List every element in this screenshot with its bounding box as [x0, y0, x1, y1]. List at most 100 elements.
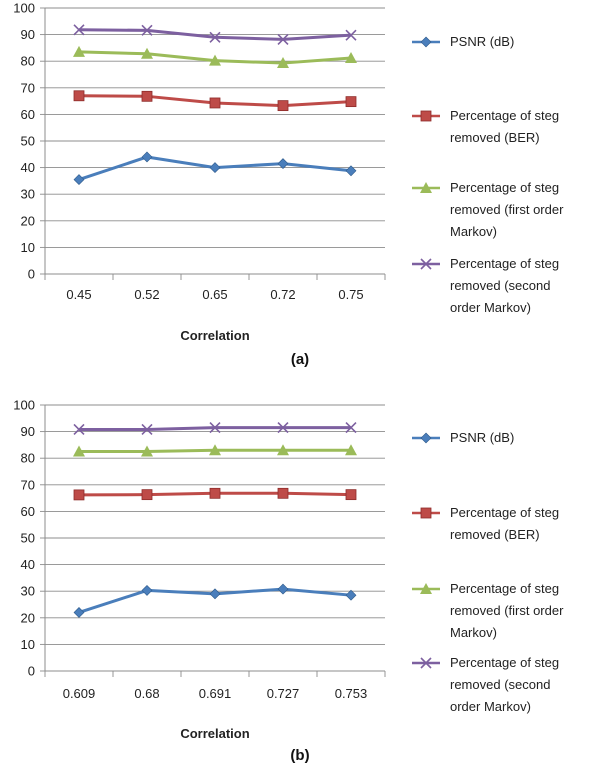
legend-item: Percentage of steg removed (first order Ma…: [412, 180, 564, 239]
gridlines: [40, 7, 385, 275]
data-point: [277, 158, 289, 170]
x-tick-label: 0.52: [134, 287, 159, 302]
data-point: [141, 584, 153, 596]
data-point: [209, 54, 221, 66]
data-point: [141, 151, 153, 163]
chart-a-svg: 0 10 20 30 40 50 60 70 80 90 100 0.45 0.52 0.65 0.72 0.…: [13, 1, 564, 369]
series-4: [73, 24, 357, 45]
x-tick-label: 0.65: [202, 287, 227, 302]
y-tick-label: 30: [21, 584, 35, 599]
legend-label: Percentage of steg: [450, 180, 559, 195]
data-point: [73, 24, 85, 36]
series-1: [73, 151, 357, 185]
y-tick-label: 60: [21, 504, 35, 519]
data-point: [209, 487, 221, 499]
y-tick-label: 40: [21, 557, 35, 572]
y-tick-label: 20: [21, 610, 35, 625]
series-2: [73, 90, 357, 112]
x-axis-title: Correlation: [180, 328, 249, 343]
legend-swatch-marker: [420, 110, 432, 122]
legend-label: removed (first order: [450, 202, 564, 217]
y-tick-label: 90: [21, 424, 35, 439]
data-point: [345, 444, 357, 456]
data-point: [73, 445, 85, 457]
x-tick-label: 0.72: [270, 287, 295, 302]
x-tick-label: 0.753: [335, 686, 368, 701]
legend-label: removed (first order: [450, 603, 564, 618]
legend-label: removed (BER): [450, 527, 540, 542]
legend-label: Percentage of steg: [450, 505, 559, 520]
panel-label: (a): [291, 351, 309, 368]
panel-label: (b): [290, 747, 309, 764]
chart-panel-b: 0 10 20 30 40 50 60 70 80 90 100 0.609 0.68 0.691 0.72…: [0, 385, 600, 770]
legend-label: Percentage of steg: [450, 256, 559, 271]
data-point: [73, 489, 85, 501]
data-point: [141, 423, 153, 436]
legend-label: removed (BER): [450, 130, 540, 145]
legend-item: Percentage of steg removed (second order M…: [412, 655, 559, 714]
legend-item: Percentage of steg removed (second order M…: [412, 256, 559, 315]
y-tick-label: 20: [21, 213, 35, 228]
data-point: [73, 423, 85, 436]
series-3: [73, 444, 357, 457]
data-point: [73, 90, 85, 102]
legend-label: Markov): [450, 224, 497, 239]
y-tick-label: 70: [21, 80, 35, 95]
legend-item: Percentage of steg removed (BER): [412, 505, 559, 542]
data-point: [73, 45, 85, 57]
x-tick-label: 0.727: [267, 686, 300, 701]
legend-label: removed (second: [450, 677, 550, 692]
data-point: [209, 422, 221, 434]
series-3: [73, 45, 357, 69]
legend-label: removed (second: [450, 278, 550, 293]
legend-swatch-marker: [420, 182, 432, 193]
legend-swatch-marker: [420, 258, 432, 270]
data-point: [277, 444, 289, 456]
chart-b-svg: 0 10 20 30 40 50 60 70 80 90 100 0.609 0.68 0.691 0.72…: [13, 398, 564, 765]
x-tick-label: 0.691: [199, 686, 232, 701]
data-point: [209, 97, 221, 109]
legend-item: Percentage of steg removed (first order Ma…: [412, 581, 564, 640]
x-tick-label: 0.45: [66, 287, 91, 302]
y-tick-label: 10: [21, 637, 35, 652]
legend-label: PSNR (dB): [450, 430, 514, 445]
y-tick-label: 50: [21, 134, 35, 149]
legend: PSNR (dB) Percentage of steg removed (BER)…: [412, 34, 564, 315]
y-tick-label: 80: [21, 451, 35, 466]
y-tick-label: 50: [21, 531, 35, 546]
legend-label: Percentage of steg: [450, 581, 559, 596]
y-tick-label: 0: [28, 267, 35, 282]
legend-label: Percentage of steg: [450, 655, 559, 670]
series-2: [73, 487, 357, 501]
legend-swatch-marker: [420, 583, 432, 594]
y-tick-label: 60: [21, 107, 35, 122]
y-tick-label: 0: [28, 664, 35, 679]
data-point: [209, 588, 221, 600]
y-tick-label: 100: [13, 1, 35, 16]
data-point: [345, 422, 357, 434]
x-tick-label: 0.75: [338, 287, 363, 302]
data-point: [141, 489, 153, 501]
legend-swatch-marker: [420, 36, 432, 48]
data-point: [345, 96, 357, 108]
data-point: [73, 607, 85, 618]
legend-label: PSNR (dB): [450, 34, 514, 49]
legend-swatch-marker: [420, 507, 432, 519]
legend-label: order Markov): [450, 300, 531, 315]
series-4: [73, 422, 357, 436]
data-point: [345, 589, 357, 601]
legend-label: order Markov): [450, 699, 531, 714]
y-tick-label: 90: [21, 27, 35, 42]
data-point: [277, 422, 289, 434]
y-tick-label: 100: [13, 398, 35, 413]
data-point: [141, 90, 153, 102]
gridlines: [40, 404, 385, 672]
chart-panel-a: 0 10 20 30 40 50 60 70 80 90 100 0.45 0.52 0.65 0.72 0.…: [13, 1, 564, 369]
data-point: [345, 29, 357, 41]
legend-item: PSNR (dB): [412, 430, 514, 445]
data-point: [141, 24, 153, 36]
data-point: [277, 583, 289, 595]
data-point: [209, 31, 221, 43]
data-point: [277, 487, 289, 499]
data-point: [277, 57, 289, 69]
